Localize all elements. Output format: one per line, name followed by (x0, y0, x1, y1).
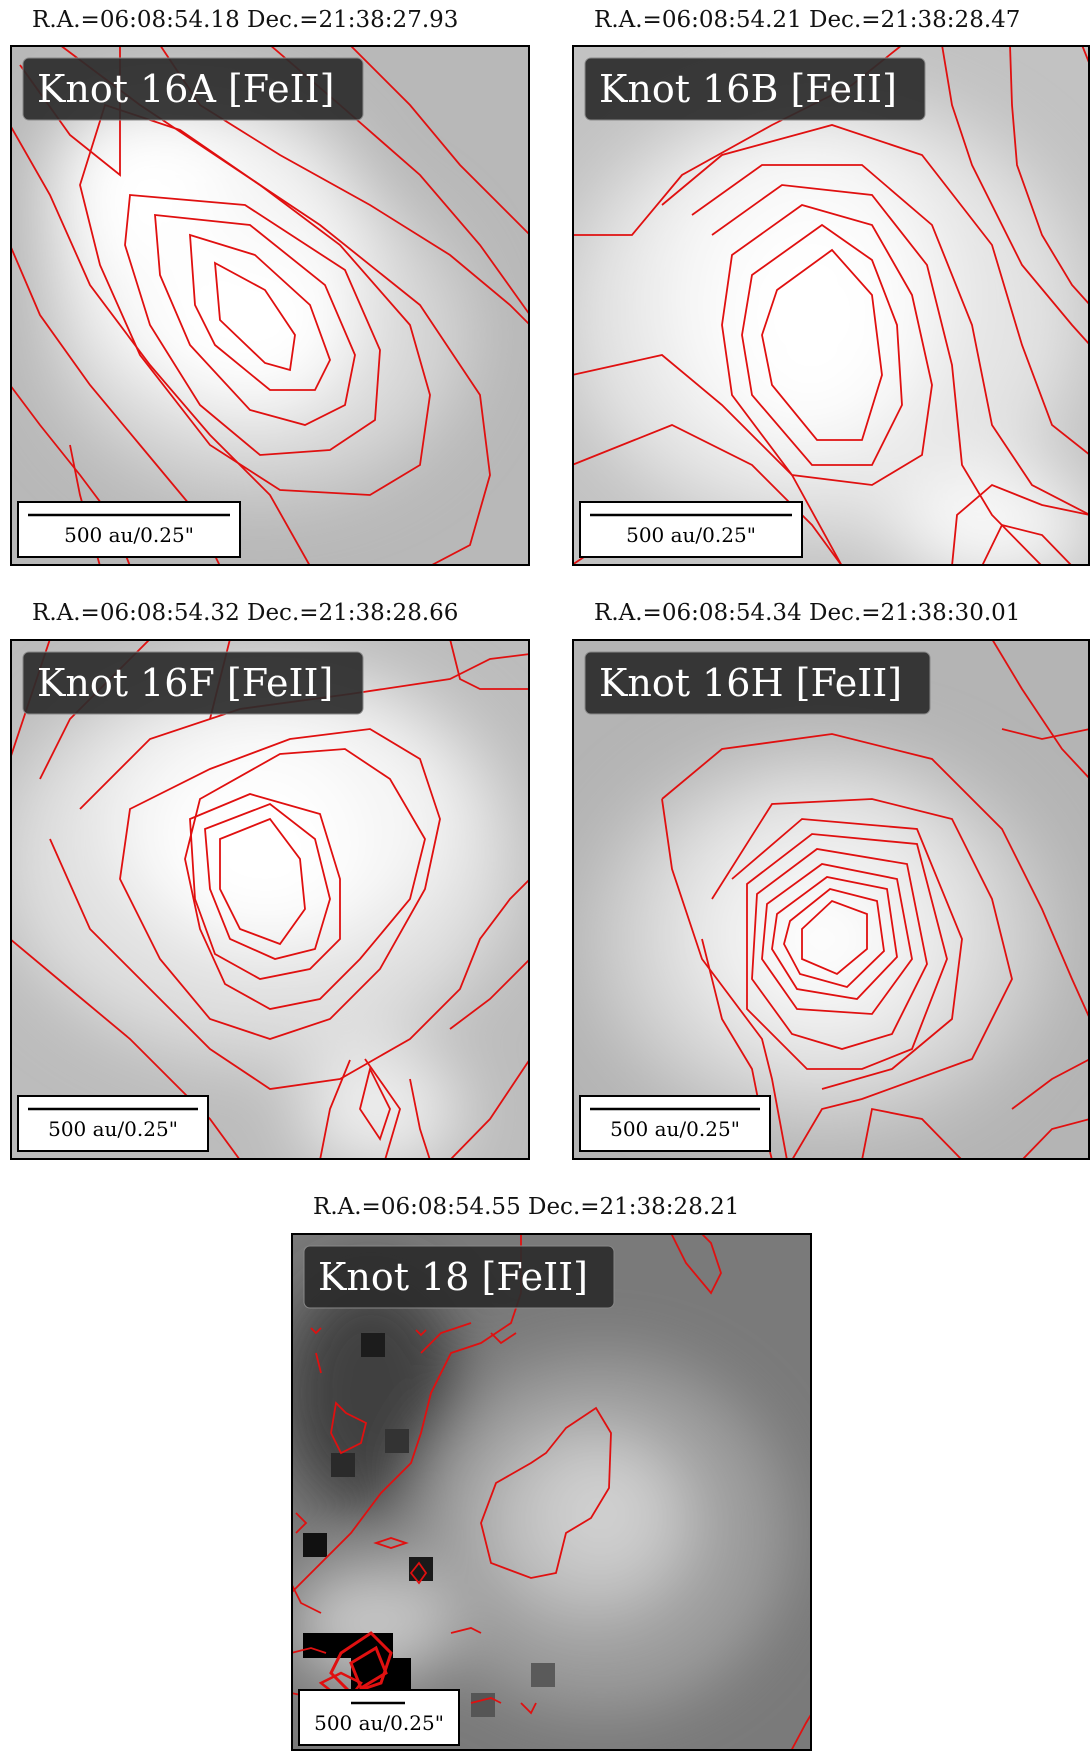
panel-16f-contours (10, 639, 530, 1160)
panel-16a-frame (10, 45, 530, 566)
panel-18-intensity-map (291, 1233, 812, 1751)
panel-16b-image: Knot 16B [FeII] 500 au/0.25" (572, 45, 1090, 566)
panel-16f-image: Knot 16F [FeII] 500 au/0.25" (10, 639, 530, 1160)
panel-16h-contours (661, 639, 1090, 1160)
panel-16b-intensity-map (572, 45, 1090, 566)
panel-16a-image: Knot 16A [FeII] 500 au/0.25" (10, 45, 530, 566)
panel-16b-scalebar-label: 500 au/0.25" (626, 523, 756, 547)
panel-16f-intensity-map (10, 639, 530, 1160)
panel-16b-contours (572, 45, 1090, 566)
panel-16a-title: Knot 16A [FeII] (37, 67, 334, 111)
panel-16f-coordinates: R.A.=06:08:54.32 Dec.=21:38:28.66 (32, 600, 459, 626)
panel-16b-scalebar: 500 au/0.25" (579, 501, 803, 558)
panel-18-title: Knot 18 [FeII] (318, 1255, 588, 1299)
panel-18-frame (291, 1233, 812, 1751)
panel-16h-title-box: Knot 16H [FeII] (584, 651, 931, 715)
panel-16h-scalebar: 500 au/0.25" (579, 1095, 771, 1152)
panel-16b-title: Knot 16B [FeII] (599, 67, 897, 111)
panel-16h-image: Knot 16H [FeII] 500 au/0.25" (572, 639, 1090, 1160)
panel-16f-scalebar-label: 500 au/0.25" (48, 1117, 178, 1141)
panel-16h-scalebar-label: 500 au/0.25" (610, 1117, 740, 1141)
panel-18-scalebar-label: 500 au/0.25" (314, 1711, 444, 1735)
panel-16a-title-box: Knot 16A [FeII] (22, 57, 364, 121)
panel-16f-title: Knot 16F [FeII] (37, 661, 333, 705)
panel-16b-title-box: Knot 16B [FeII] (584, 57, 926, 121)
panel-16f-frame (10, 639, 530, 1160)
panel-16f-title-box: Knot 16F [FeII] (22, 651, 364, 715)
panel-16a-coordinates: R.A.=06:08:54.18 Dec.=21:38:27.93 (32, 7, 459, 33)
panel-16h-intensity-map (572, 639, 1090, 1160)
panel-16b-frame (572, 45, 1090, 566)
panel-16b-coordinates: R.A.=06:08:54.21 Dec.=21:38:28.47 (594, 7, 1021, 33)
panel-18-scalebar: 500 au/0.25" (298, 1689, 460, 1746)
panel-16h-coordinates: R.A.=06:08:54.34 Dec.=21:38:30.01 (594, 600, 1021, 626)
panel-16a-intensity-map (10, 45, 530, 566)
panel-18-title-box: Knot 18 [FeII] (303, 1245, 615, 1309)
panel-18-image: Knot 18 [FeII] 500 au/0.25" (291, 1233, 812, 1751)
panel-18-coordinates: R.A.=06:08:54.55 Dec.=21:38:28.21 (313, 1194, 740, 1220)
panel-16f-scalebar: 500 au/0.25" (17, 1095, 209, 1152)
panel-16h-frame (572, 639, 1090, 1160)
panel-16a-scalebar: 500 au/0.25" (17, 501, 241, 558)
panel-16a-scalebar-label: 500 au/0.25" (64, 523, 194, 547)
panel-16h-title: Knot 16H [FeII] (599, 661, 902, 705)
